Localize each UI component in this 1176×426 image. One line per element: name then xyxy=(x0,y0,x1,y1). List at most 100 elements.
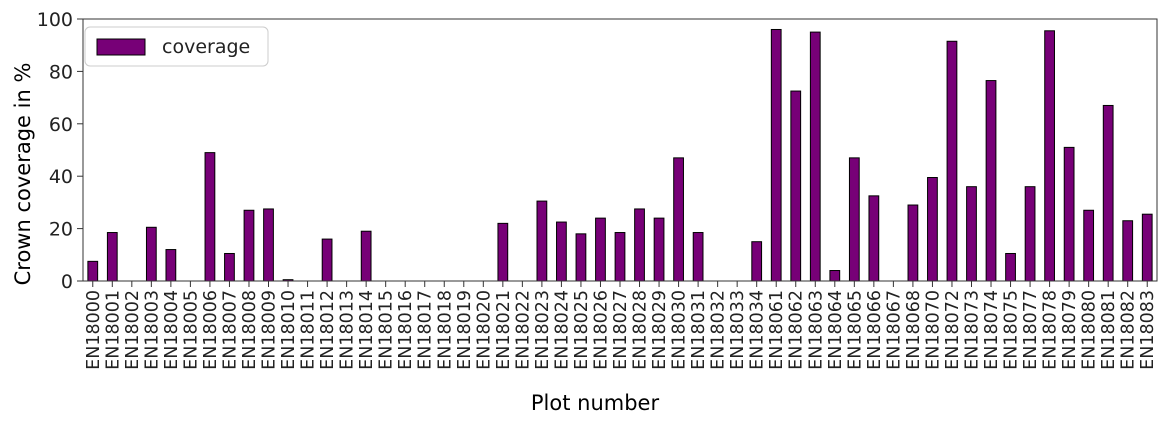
bar-EN18014 xyxy=(360,230,372,282)
x-tick-label: EN18082 xyxy=(1119,290,1139,370)
x-tick-label: EN18017 xyxy=(416,290,436,370)
x-tick-label: EN18031 xyxy=(689,290,709,370)
bar-EN18030 xyxy=(673,157,684,282)
bar-EN18021 xyxy=(497,222,509,282)
x-tick-label: EN18033 xyxy=(728,290,748,370)
x-tick-label: EN18020 xyxy=(474,290,494,370)
x-tick-label: EN18022 xyxy=(513,290,533,370)
y-tick-label: 80 xyxy=(49,61,73,83)
bar-EN18080 xyxy=(1083,209,1095,282)
y-tick-label: 60 xyxy=(49,114,73,136)
bar-EN18009 xyxy=(263,208,274,282)
bar-EN18066 xyxy=(868,195,880,282)
bar-EN18064 xyxy=(829,270,841,282)
bar-EN18024 xyxy=(556,221,567,282)
x-tick-label: EN18081 xyxy=(1099,290,1119,370)
legend-frame xyxy=(84,26,269,67)
bar-EN18008 xyxy=(243,209,255,282)
legend: coverage xyxy=(84,26,269,67)
y-tick-label: 40 xyxy=(49,166,73,188)
x-tick-label: EN18070 xyxy=(923,290,943,370)
bar-EN18001 xyxy=(106,232,118,282)
x-tick-label: EN18068 xyxy=(904,290,924,370)
bar-EN18074 xyxy=(985,80,997,282)
x-tick-label: EN18063 xyxy=(806,290,826,370)
bar-EN18075 xyxy=(1005,252,1016,282)
x-tick-label: EN18002 xyxy=(123,290,143,370)
x-tick-label: EN18009 xyxy=(260,290,280,370)
x-tick-label: EN18072 xyxy=(943,290,963,370)
x-tick-label: EN18011 xyxy=(299,290,319,370)
x-tick-label: EN18018 xyxy=(435,290,455,370)
x-tick-label: EN18004 xyxy=(162,290,182,370)
x-tick-label: EN18062 xyxy=(787,290,807,370)
x-tick-label: EN18030 xyxy=(670,290,690,370)
y-axis-title: Crown coverage in % xyxy=(11,63,35,286)
x-tick-label: EN18027 xyxy=(611,290,631,370)
x-tick-label: EN18016 xyxy=(396,290,416,370)
x-axis-title: Plot number xyxy=(531,391,660,415)
bar-EN18061 xyxy=(770,28,782,282)
bar-EN18078 xyxy=(1044,30,1055,282)
x-tick-label: EN18032 xyxy=(709,290,729,370)
y-tick-label: 0 xyxy=(61,271,73,293)
bar-EN18023 xyxy=(536,200,548,282)
x-tick-label: EN18073 xyxy=(962,290,982,370)
x-tick-label: EN18079 xyxy=(1060,290,1080,370)
x-tick-label: EN18061 xyxy=(767,290,787,370)
x-tick-label: EN18029 xyxy=(650,290,670,370)
bar-EN18029 xyxy=(653,217,665,282)
x-tick-label: EN18021 xyxy=(494,290,514,370)
bar-EN18065 xyxy=(848,157,860,282)
x-tick-label: EN18023 xyxy=(533,290,553,370)
x-tick-label: EN18013 xyxy=(338,290,358,370)
x-tick-label: EN18019 xyxy=(455,290,475,370)
x-tick-label: EN18012 xyxy=(318,290,338,370)
bar-EN18004 xyxy=(165,249,177,282)
bar-EN18081 xyxy=(1102,104,1114,282)
bar-EN18026 xyxy=(595,217,606,282)
bar-EN18077 xyxy=(1024,186,1036,282)
x-tick-label: EN18024 xyxy=(552,290,572,370)
x-tick-label: EN18026 xyxy=(591,290,611,370)
x-tick-label: EN18007 xyxy=(220,290,240,370)
x-tick-label: EN18074 xyxy=(982,290,1002,370)
x-tick-label: EN18077 xyxy=(1021,290,1041,370)
bar-EN18072 xyxy=(946,40,958,282)
bar-EN18031 xyxy=(692,232,704,282)
x-tick-label: EN18014 xyxy=(357,290,377,370)
bars xyxy=(87,28,1153,282)
x-tick-label: EN18000 xyxy=(84,290,104,370)
legend-swatch xyxy=(96,38,146,56)
y-axis-ticks: 0 20 40 60 80 100 xyxy=(37,9,83,293)
bar-EN18000 xyxy=(87,260,99,282)
bar-EN18068 xyxy=(907,204,919,282)
bar-EN18083 xyxy=(1141,213,1153,282)
x-tick-label: EN18006 xyxy=(201,290,221,370)
x-tick-label: EN18010 xyxy=(279,290,299,370)
bar-EN18034 xyxy=(751,241,763,282)
bar-EN18003 xyxy=(145,226,157,282)
bar-EN18063 xyxy=(809,31,821,282)
x-tick-label: EN18015 xyxy=(377,290,397,370)
plot-frame xyxy=(82,18,1158,282)
x-tick-label: EN18065 xyxy=(845,290,865,370)
bar-EN18062 xyxy=(790,90,802,282)
x-tick-label: EN18005 xyxy=(181,290,201,370)
x-tick-label: EN18028 xyxy=(631,290,651,370)
bar-EN18079 xyxy=(1063,146,1075,282)
bar-EN18007 xyxy=(224,252,235,282)
x-tick-label: EN18066 xyxy=(865,290,885,370)
y-tick-label: 20 xyxy=(49,219,73,241)
bar-EN18028 xyxy=(634,208,645,282)
bar-EN18012 xyxy=(321,238,333,282)
x-tick-label: EN18034 xyxy=(748,290,768,370)
x-tick-label: EN18008 xyxy=(240,290,260,370)
x-tick-label: EN18025 xyxy=(572,290,592,370)
bar-EN18073 xyxy=(966,186,977,282)
x-tick-label: EN18003 xyxy=(142,290,162,370)
x-tick-label: EN18064 xyxy=(826,290,846,370)
y-tick-label: 100 xyxy=(37,9,73,31)
bar-EN18006 xyxy=(204,152,216,282)
